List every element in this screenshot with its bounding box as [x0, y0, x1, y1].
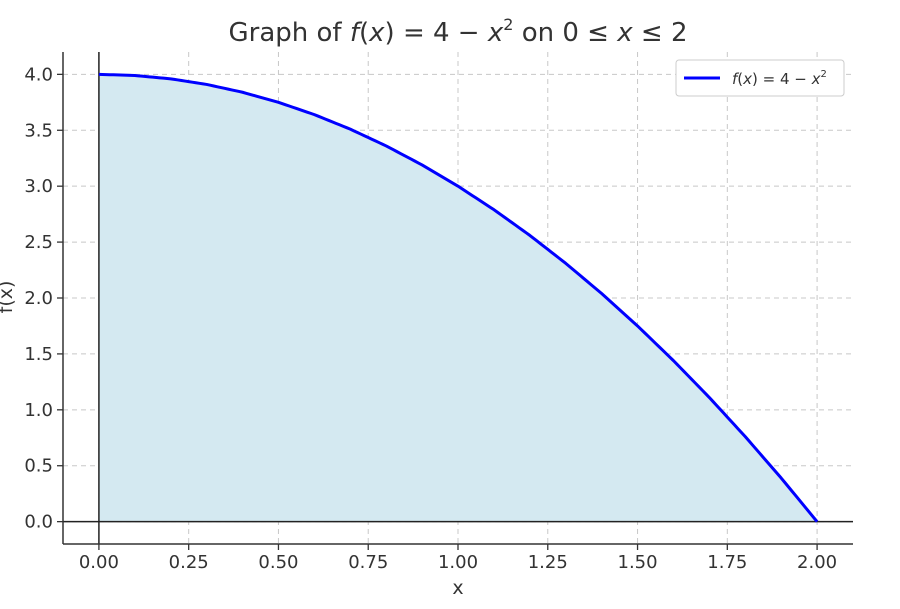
y-tick-label: 1.5 — [24, 344, 53, 365]
x-tick-label: 0.00 — [79, 552, 119, 573]
x-tick-label: 0.75 — [348, 552, 388, 573]
x-ticks: 0.00 0.25 0.50 0.75 1.00 1.25 1.50 1.75 2.00 — [79, 544, 837, 573]
y-axis-label: f(x) — [0, 281, 17, 314]
legend: f(x) = 4 − x2 — [675, 59, 845, 97]
reference-lines — [63, 52, 853, 544]
series-line-layer — [98, 72, 819, 523]
x-tick-label: 2.00 — [797, 552, 837, 573]
y-tick-label: 4.0 — [24, 64, 53, 85]
y-tick-label: 1.0 — [24, 400, 53, 421]
y-tick-label: 2.5 — [24, 232, 53, 253]
legend-label: f(x) = 4 − x2 — [732, 69, 827, 88]
x-axis-label: x — [452, 577, 463, 599]
area-under-curve — [98, 74, 818, 522]
legend-box — [675, 59, 845, 97]
area-fill-layer — [98, 74, 818, 522]
chart-title: Graph of f(x) = 4 − x2 on 0 ≤ x ≤ 2 — [229, 15, 688, 48]
y-tick-label: 0.0 — [24, 512, 53, 533]
series-line — [98, 72, 819, 523]
x-tick-label: 0.50 — [258, 552, 298, 573]
y-tick-label: 3.5 — [24, 120, 53, 141]
y-tick-label: 3.0 — [24, 176, 53, 197]
x-tick-label: 0.25 — [169, 552, 209, 573]
y-tick-label: 0.5 — [24, 456, 53, 477]
x-tick-label: 1.75 — [707, 552, 747, 573]
x-tick-label: 1.50 — [618, 552, 658, 573]
y-tick-label: 2.0 — [24, 288, 53, 309]
y-ticks: 0.0 0.5 1.0 1.5 2.0 2.5 3.0 3.5 4.0 — [24, 64, 63, 533]
x-tick-label: 1.25 — [528, 552, 568, 573]
x-tick-label: 1.00 — [438, 552, 478, 573]
